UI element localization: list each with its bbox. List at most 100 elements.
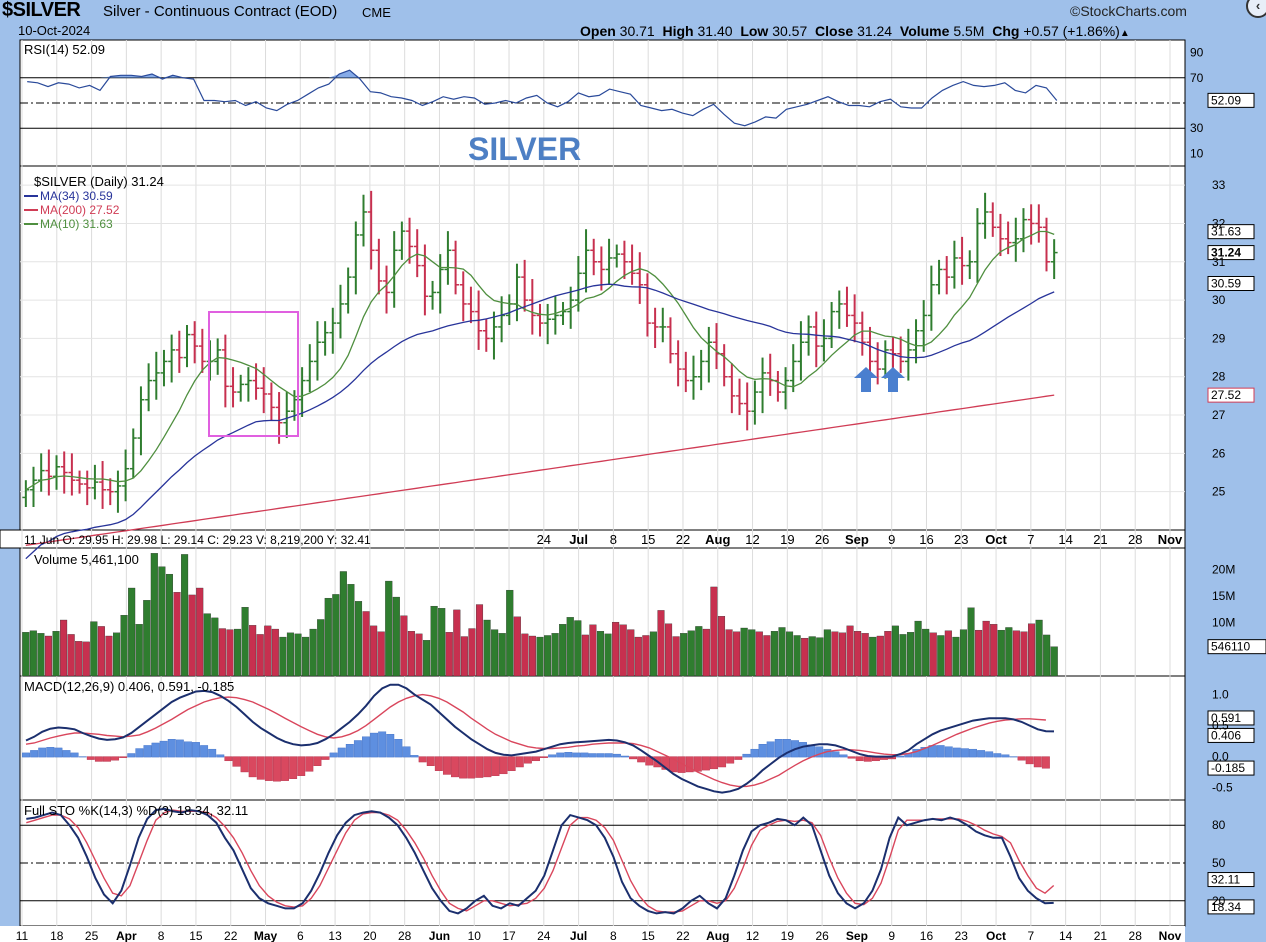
x-tick-label-mid: 9	[888, 532, 895, 547]
macd-histogram-bar	[289, 756, 298, 779]
x-tick-label: 28	[398, 929, 412, 942]
macd-histogram-bar	[337, 747, 346, 758]
macd-histogram-bar	[540, 756, 548, 758]
macd-histogram-bar	[523, 756, 532, 764]
x-tick-label: 20	[363, 929, 377, 942]
volume-bar	[430, 605, 438, 677]
brand-logo: ©StockCharts.com	[1070, 3, 1187, 19]
volume-bar	[922, 628, 930, 677]
price-value-box	[1207, 387, 1255, 403]
macd-histogram-bar	[564, 752, 573, 758]
chart-title: SILVER	[468, 131, 581, 167]
volume-bar	[256, 634, 264, 677]
macd-line	[25, 683, 1055, 794]
volume-bar	[680, 633, 688, 677]
macd-histogram-bar	[726, 756, 735, 764]
volume-bar	[687, 630, 695, 677]
macd-histogram-bar	[434, 756, 443, 771]
chart-gridlines	[20, 40, 1185, 926]
macd-tick: -0.5	[1212, 781, 1233, 795]
macd-histogram-bar	[86, 756, 95, 760]
x-tick-label: Oct	[986, 929, 1006, 942]
macd-histogram-bar	[240, 756, 249, 773]
volume-bar	[385, 580, 393, 677]
macd-histogram-bar	[960, 748, 969, 758]
volume-bar	[211, 617, 219, 677]
macd-histogram-bar	[159, 740, 168, 758]
volume-bar	[233, 628, 242, 677]
volume-bar	[354, 601, 363, 677]
volume-bar	[105, 635, 113, 677]
volume-bar	[982, 620, 990, 677]
volume-bar	[468, 628, 476, 677]
macd-histogram-bar	[208, 748, 217, 758]
volume-bar	[165, 573, 173, 677]
macd-histogram-bar	[329, 752, 338, 758]
macd-histogram-bar	[969, 748, 977, 758]
ma200-line	[25, 394, 1055, 546]
volume-bar	[665, 623, 673, 677]
macd-histogram-bar	[264, 756, 273, 781]
macd-histogram-bar	[944, 746, 953, 758]
macd-histogram-bar	[46, 747, 55, 758]
volume-bar	[1043, 634, 1051, 677]
price-right-label: 31.63	[1211, 225, 1241, 239]
macd-histogram-bar	[532, 756, 540, 762]
volume-bar	[793, 635, 801, 677]
rsi-line	[27, 69, 1058, 127]
volume-bar	[702, 628, 710, 677]
volume-bar	[959, 629, 968, 677]
macd-histogram-bar	[977, 750, 986, 758]
collapse-icon[interactable]: ‹	[1246, 0, 1266, 18]
macd-histogram-bar	[402, 746, 411, 758]
volume-bar	[733, 631, 741, 677]
macd-histogram-bar	[774, 739, 783, 758]
x-tick-label-mid: Oct	[985, 532, 1007, 547]
macd-histogram-bar	[612, 753, 621, 758]
x-tick-label: 8	[610, 929, 617, 942]
macd-histogram-bar	[459, 756, 468, 779]
volume-bar	[226, 629, 234, 677]
volume-bar	[415, 633, 423, 677]
volume-bar	[604, 633, 612, 677]
x-tick-label-mid: 24	[537, 532, 551, 547]
macd-histogram-bar	[216, 754, 225, 758]
macd-histogram-bar	[710, 756, 718, 770]
volume-bar	[786, 631, 794, 677]
macd-tick: 0.0	[1212, 750, 1229, 764]
volume-bar	[158, 566, 166, 677]
volume-bar	[816, 637, 824, 677]
x-tick-label: 15	[642, 929, 656, 942]
price-legend-item: MA(200) 27.52	[40, 203, 120, 217]
volume-bar	[642, 635, 650, 677]
macd-histogram-bar	[985, 751, 994, 758]
volume-bar	[944, 630, 952, 677]
macd-histogram-bar	[370, 732, 379, 758]
low-label: Low	[740, 23, 769, 39]
rsi-last-label: 52.09	[1211, 93, 1241, 107]
volume-bar	[574, 620, 582, 677]
x-tick-label-mid: 22	[676, 532, 690, 547]
macd-value-box	[1207, 710, 1255, 726]
macd-histogram-bar	[167, 739, 176, 758]
x-tick-label: Jul	[570, 929, 587, 942]
volume-bar	[808, 636, 816, 677]
volume-bar	[271, 628, 279, 677]
volume-bar	[324, 597, 332, 677]
sto-legend: Full STO %K(14,3) %D(3) 18.34, 32.11	[24, 803, 248, 818]
volume-bar	[400, 615, 408, 677]
macd-histogram-bar	[1025, 756, 1034, 765]
volume-bar	[44, 635, 52, 677]
volume-bar	[536, 636, 544, 677]
x-tick-label-mid: Aug	[705, 532, 730, 547]
macd-histogram-bar	[1041, 756, 1050, 769]
price-tick: 32	[1212, 216, 1226, 230]
high-label: High	[662, 23, 694, 39]
volume-bar	[302, 636, 310, 677]
volume-bar	[695, 626, 703, 677]
volume-bar	[392, 596, 400, 677]
x-tick-label: May	[254, 929, 278, 942]
volume-bar	[763, 635, 771, 677]
volume-bar	[748, 629, 756, 677]
volume-bar	[52, 631, 60, 677]
